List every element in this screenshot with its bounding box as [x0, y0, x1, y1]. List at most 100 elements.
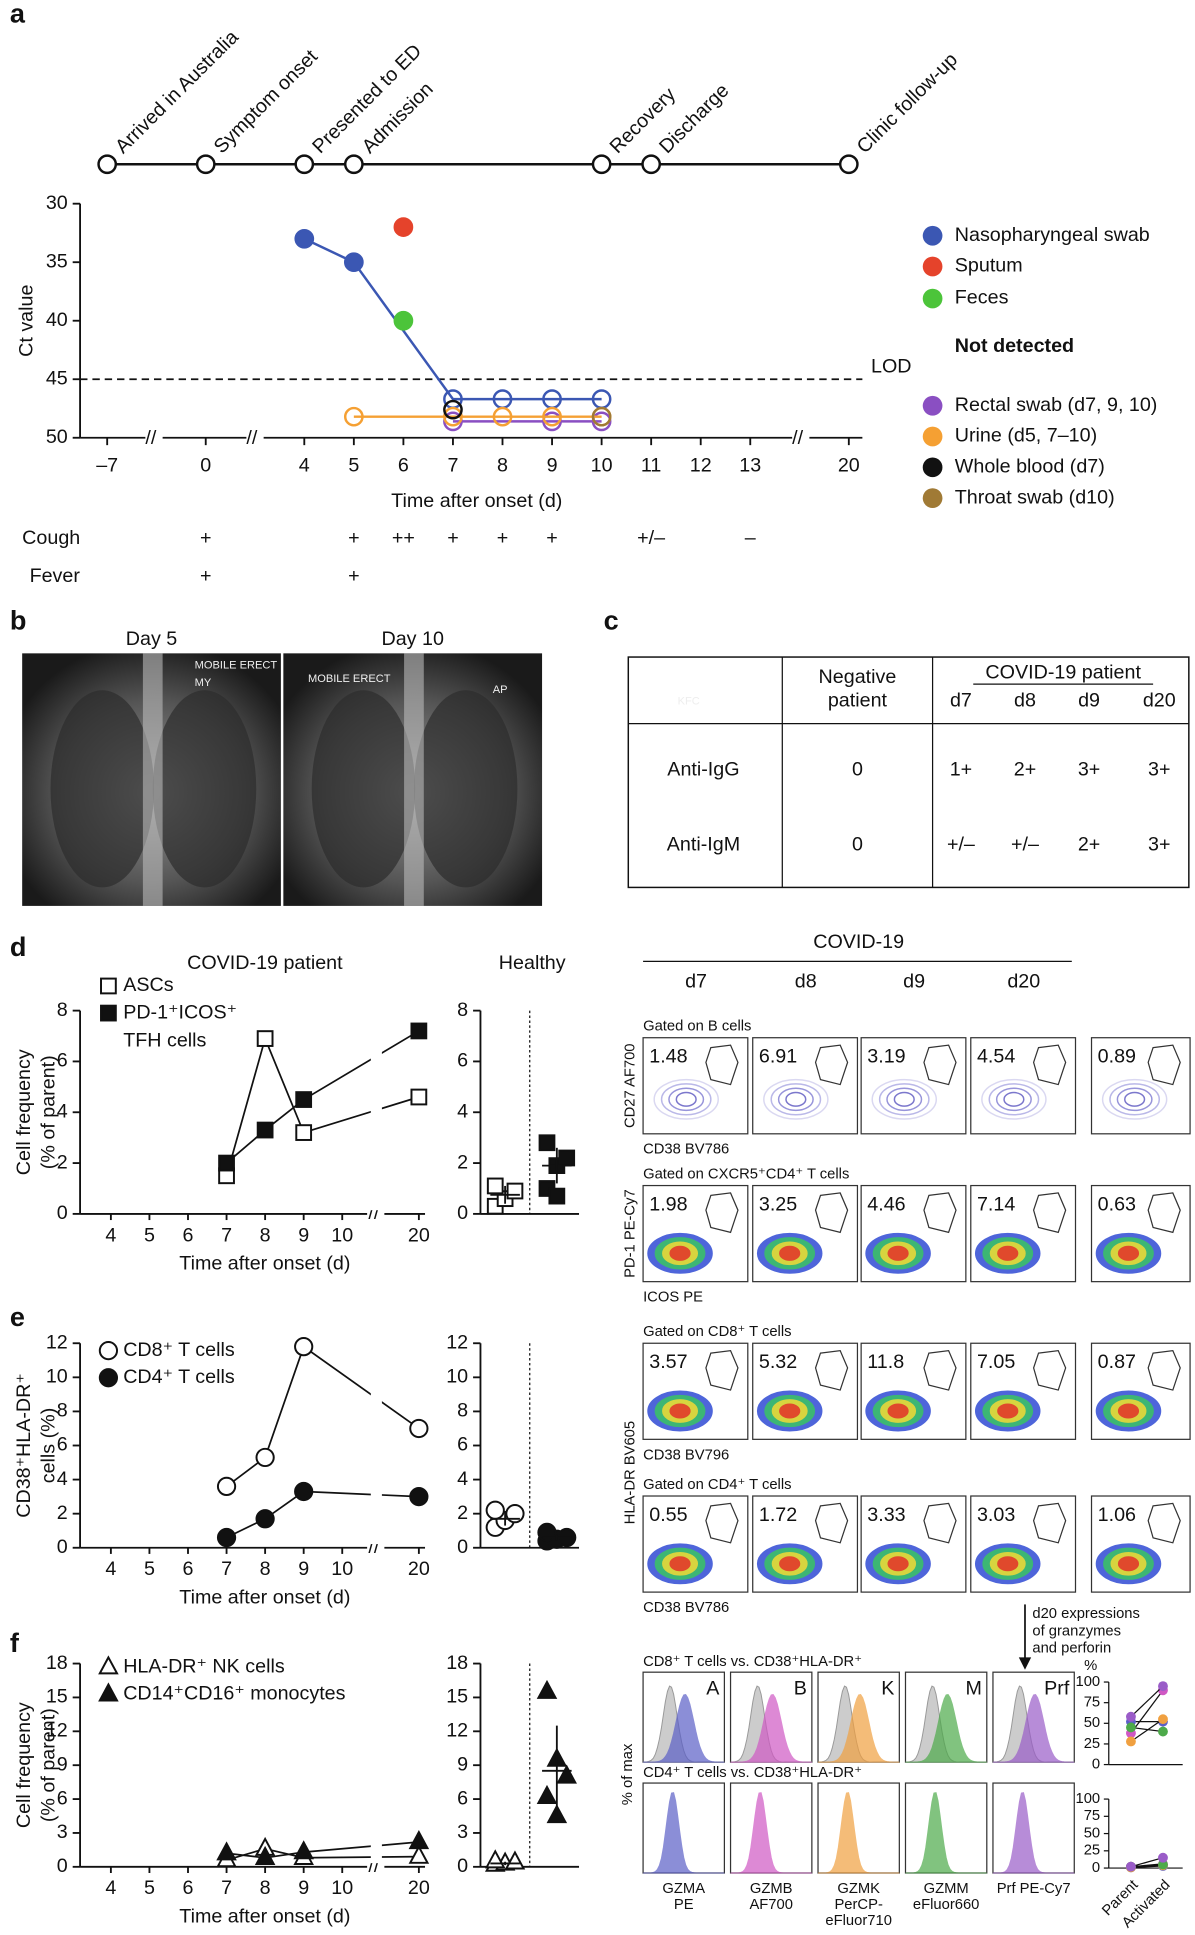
table-cell: 0: [852, 759, 863, 781]
histogram-curve: [905, 1792, 987, 1874]
data-point: [100, 1004, 117, 1022]
y-tick-label: 3: [57, 1821, 68, 1843]
y-tick-label: 6: [457, 1787, 468, 1809]
gate-percent: 5.32: [759, 1351, 797, 1373]
symptom-name: Fever: [30, 565, 81, 587]
y-tick-label: 0: [457, 1536, 468, 1558]
table-cell: Anti-IgM: [667, 834, 740, 856]
cell-density: [988, 1083, 1040, 1116]
x-axis-label: PE: [674, 1897, 694, 1913]
data-point: [1126, 1736, 1136, 1747]
y-tick-label: 12: [46, 1331, 68, 1353]
data-point: [295, 1124, 313, 1141]
data-point: [100, 977, 117, 995]
x-axis-label: CD38 BV796: [643, 1447, 729, 1463]
row-header: CD8⁺ T cells vs. CD38⁺HLA-DR⁺: [643, 1654, 862, 1670]
timeline-event: [195, 154, 216, 175]
pair-line: [1130, 1726, 1164, 1733]
table-header: COVID-19 patient: [985, 661, 1141, 683]
x-tick-label: 9: [547, 454, 558, 476]
gate-percent: 1.98: [649, 1193, 687, 1215]
image-tag: AP: [493, 684, 508, 696]
timeline-event: [838, 154, 859, 175]
column-header: d9: [903, 970, 925, 992]
table-cell: 2+: [1014, 759, 1036, 781]
x-tick-label: 10: [331, 1224, 353, 1246]
annotation: of granzymes: [1032, 1623, 1121, 1639]
gate: [1032, 1192, 1067, 1234]
series-line: [225, 1030, 420, 1164]
table-cell: 3+: [1148, 759, 1170, 781]
data-point: [98, 1655, 119, 1675]
y-tick-label: 0: [57, 1202, 68, 1224]
data-point: [216, 1841, 237, 1861]
y-tick-label: 75: [1084, 1695, 1100, 1711]
gate: [923, 1192, 957, 1234]
data-point: [408, 1830, 430, 1850]
x-axis-label: Time after onset (d): [179, 1906, 350, 1928]
x-axis-label: Time after onset (d): [179, 1586, 350, 1608]
series-line: [226, 1345, 420, 1488]
y-axis-label: % of max: [620, 1743, 636, 1805]
data-point: [443, 399, 463, 420]
pair-line: [1130, 1689, 1164, 1734]
table-header: d9: [1078, 690, 1100, 712]
cell-density: [779, 1245, 801, 1261]
data-point: [393, 310, 414, 331]
y-tick-label: 2: [57, 1502, 68, 1524]
gate: [814, 1502, 849, 1544]
legend-label: CD14⁺CD16⁺ monocytes: [123, 1683, 345, 1705]
gate-label: Gated on CD4⁺ T cells: [643, 1477, 791, 1493]
y-tick-label: 0: [457, 1855, 468, 1877]
table-cell: 3+: [1148, 834, 1170, 856]
cell-density: [668, 1087, 705, 1112]
gate: [1147, 1192, 1181, 1234]
y-tick-label: 12: [446, 1331, 468, 1353]
cell-density: [887, 1556, 909, 1572]
table-header: d8: [1014, 690, 1036, 712]
table-header: patient: [828, 690, 888, 712]
x-axis-label: GZMK: [837, 1881, 880, 1897]
data-point: [504, 1850, 526, 1870]
y-tick-label: 8: [457, 999, 468, 1021]
table-cell: 0: [852, 834, 863, 856]
axis-break: //: [368, 1202, 379, 1224]
table-header: Negative: [819, 666, 897, 688]
data-point: [293, 1840, 314, 1860]
cell-density: [777, 1087, 814, 1112]
legend-heading: Not detected: [955, 335, 1074, 357]
x-tick-label: 4: [105, 1558, 116, 1580]
x-axis-label: GZMB: [750, 1881, 793, 1897]
data-point: [409, 1418, 429, 1439]
timeline-event: [343, 154, 364, 175]
cell-density: [669, 1403, 691, 1419]
legend-label: TFH cells: [123, 1030, 206, 1052]
break-mask: [370, 1010, 382, 1211]
data-point: [485, 1500, 505, 1520]
histogram-curve: [643, 1694, 725, 1763]
flow-plot: [1090, 1037, 1191, 1135]
y-tick-label: 6: [457, 1050, 468, 1072]
gate: [814, 1044, 849, 1086]
table-cell: 3+: [1078, 759, 1100, 781]
cell-density: [779, 1556, 801, 1572]
gate: [1032, 1502, 1067, 1544]
x-tick-label: 8: [260, 1877, 271, 1899]
data-point: [393, 217, 414, 237]
y-tick-label: 12: [46, 1720, 68, 1742]
y-tick-label: 4: [457, 1468, 468, 1490]
x-axis-label: eFluor710: [825, 1913, 892, 1929]
legend-label: PD-1⁺ICOS⁺: [123, 1001, 237, 1023]
stain-letter: M: [965, 1678, 981, 1700]
cell-density: [893, 1091, 915, 1107]
gate-percent: 3.57: [649, 1351, 687, 1373]
table-cell: 1+: [950, 759, 972, 781]
pair-line: [1130, 1864, 1164, 1868]
legend-label: Whole blood (d7): [955, 456, 1105, 478]
y-tick-label: 3: [457, 1821, 468, 1843]
cell-density: [1003, 1091, 1025, 1107]
data-point: [1158, 1852, 1168, 1863]
y-tick-label: 15: [446, 1686, 468, 1708]
y-tick-label: 0: [1092, 1860, 1100, 1876]
cell-density: [886, 1087, 923, 1112]
